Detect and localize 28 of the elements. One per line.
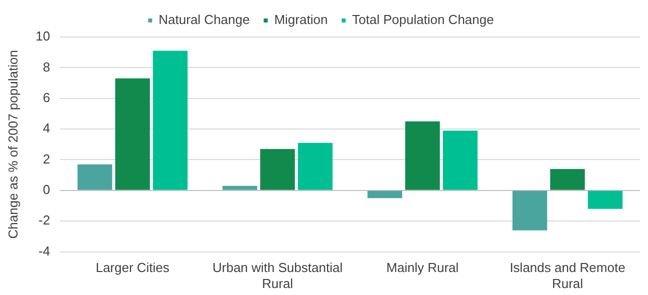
bar xyxy=(260,149,295,190)
y-tick-label: 8 xyxy=(42,59,50,74)
legend-label: Migration xyxy=(274,12,328,28)
bar xyxy=(152,50,188,190)
y-tick-label: 10 xyxy=(36,28,50,44)
bar xyxy=(367,190,402,198)
bar xyxy=(78,164,112,190)
bar xyxy=(442,130,478,190)
bar xyxy=(550,168,585,190)
legend-label: Natural Change xyxy=(158,12,250,28)
y-tick-label: -4 xyxy=(38,243,50,258)
bar xyxy=(222,186,258,190)
y-tick-label: 4 xyxy=(42,120,50,136)
legend-label: Total Population Change xyxy=(352,12,494,28)
bar xyxy=(115,78,150,190)
x-tick-label: Larger Cities xyxy=(96,260,170,276)
bar xyxy=(405,121,440,190)
x-tick-label: Mainly Rural xyxy=(386,260,459,276)
bar xyxy=(588,190,623,209)
y-axis-title: Change as % of 2007 population xyxy=(5,50,20,239)
bar xyxy=(298,142,333,190)
y-tick-label: -2 xyxy=(38,212,50,228)
y-tick-label: 0 xyxy=(42,182,50,198)
y-tick-label: 2 xyxy=(42,151,50,166)
x-tick-label: Urban with Substantial Rural xyxy=(212,260,343,291)
x-tick-label: Islands and Remote Rural xyxy=(510,260,626,291)
y-tick-label: 6 xyxy=(42,90,50,105)
bar xyxy=(512,190,548,230)
